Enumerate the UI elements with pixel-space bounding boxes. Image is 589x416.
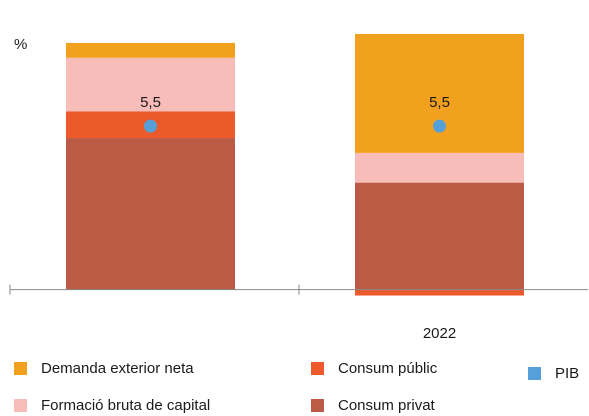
unit-label: % — [14, 36, 28, 53]
legend-item-pib: PIB — [528, 365, 579, 382]
bar-segment-demanda-exterior-neta — [66, 42, 235, 58]
legend-swatch-formacio-bruta-de-capital — [14, 399, 27, 412]
bar-segment-formacio-bruta-de-capital — [66, 57, 235, 112]
pib-marker — [144, 119, 157, 133]
legend-swatch-demanda-exterior-neta — [14, 362, 27, 375]
legend-label: Consum privat — [338, 397, 435, 414]
legend-label: Demanda exterior neta — [41, 360, 194, 377]
bar-segment-consum-public — [355, 289, 524, 296]
bar-segment-consum-privat — [355, 182, 524, 290]
legend-item-demanda-exterior-neta: Demanda exterior neta — [14, 360, 194, 377]
bar-segment-consum-privat — [66, 138, 235, 290]
pib-marker — [433, 119, 446, 133]
bar-segment-demanda-exterior-neta — [355, 34, 524, 153]
legend-item-consum-public: Consum públic — [311, 360, 437, 377]
pib-value-label: 5,5 — [140, 94, 161, 111]
legend-swatch-pib — [528, 367, 541, 380]
legend-swatch-consum-public — [311, 362, 324, 375]
legend-label: Consum públic — [338, 360, 438, 377]
x-tick-label: 2022 — [423, 325, 456, 342]
pib-value-label: 5,5 — [429, 94, 450, 111]
legend-label: Formació bruta de capital — [41, 397, 211, 414]
legend-item-consum-privat: Consum privat — [311, 397, 435, 414]
legend-label: PIB — [555, 365, 580, 382]
legend-swatch-consum-privat — [311, 399, 324, 412]
bar-segment-formacio-bruta-de-capital — [355, 152, 524, 183]
legend-item-formacio-bruta-de-capital: Formació bruta de capital — [14, 397, 210, 414]
